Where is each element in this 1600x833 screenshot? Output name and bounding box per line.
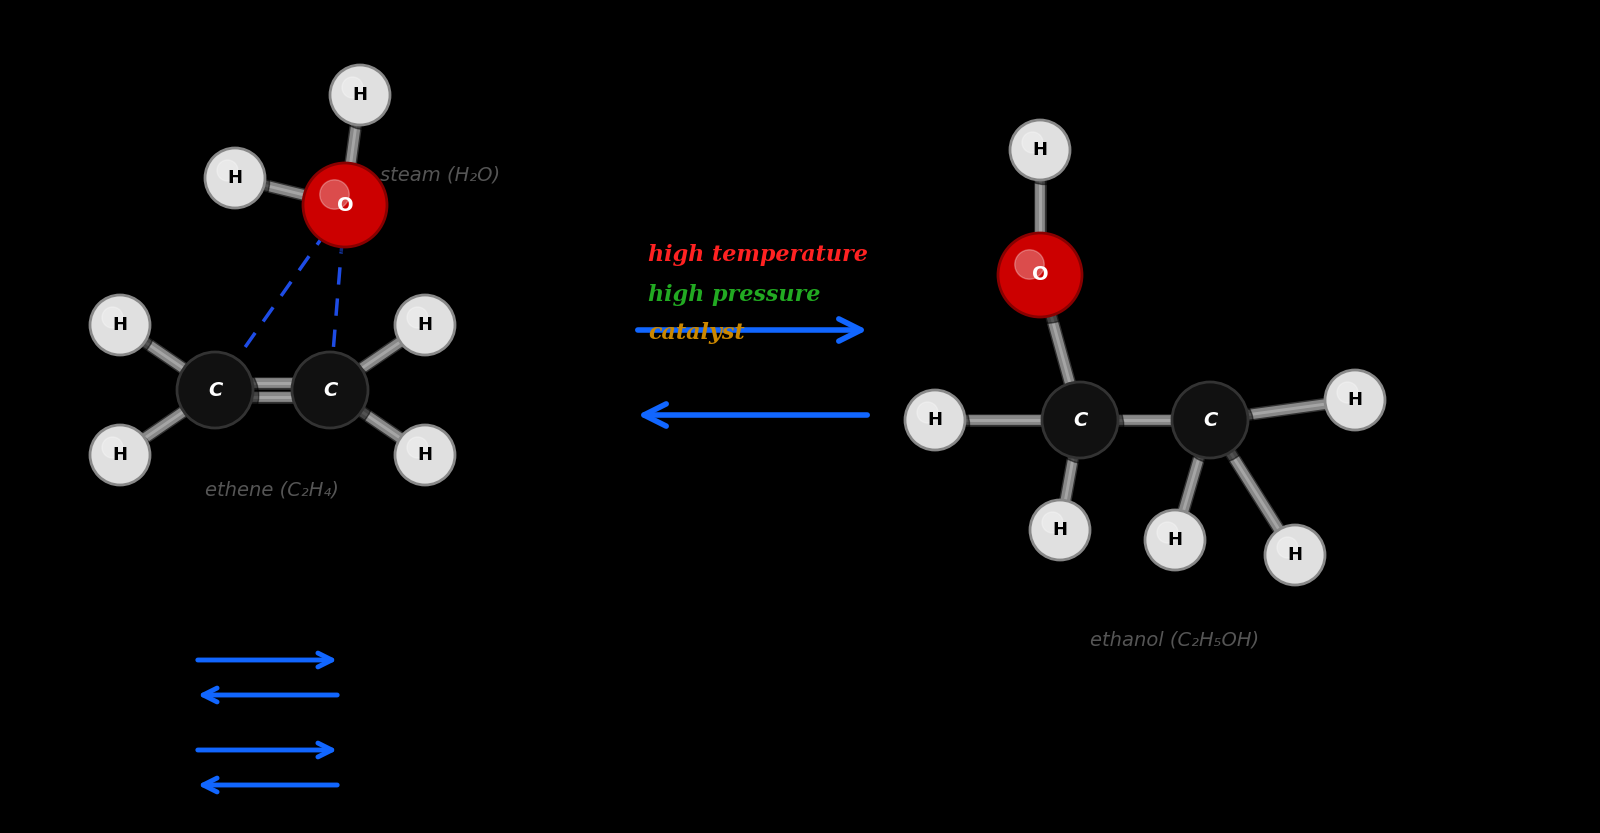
Circle shape <box>906 390 965 450</box>
Circle shape <box>1266 525 1325 585</box>
Circle shape <box>1014 250 1045 279</box>
Circle shape <box>210 152 269 212</box>
Text: C: C <box>323 381 338 400</box>
Text: H: H <box>1288 546 1302 564</box>
Text: H: H <box>227 169 243 187</box>
Circle shape <box>1042 512 1062 533</box>
Text: H: H <box>928 411 942 429</box>
Text: H: H <box>418 446 432 464</box>
Circle shape <box>406 307 429 328</box>
Circle shape <box>1149 515 1210 575</box>
Circle shape <box>1005 239 1088 323</box>
Circle shape <box>1042 382 1118 458</box>
Text: H: H <box>1053 521 1067 539</box>
Text: H: H <box>1168 531 1182 549</box>
Text: H: H <box>1032 141 1048 159</box>
Text: O: O <box>336 196 354 215</box>
Circle shape <box>1338 382 1358 403</box>
Circle shape <box>998 233 1082 317</box>
Text: high pressure: high pressure <box>648 284 821 306</box>
Circle shape <box>1330 375 1389 435</box>
Circle shape <box>1157 522 1178 543</box>
Circle shape <box>1022 132 1043 153</box>
Text: steam (H₂O): steam (H₂O) <box>381 166 501 184</box>
Circle shape <box>102 307 123 328</box>
Circle shape <box>395 295 454 355</box>
Circle shape <box>1277 537 1298 558</box>
Circle shape <box>1178 387 1254 464</box>
Circle shape <box>1048 387 1123 464</box>
Circle shape <box>1010 120 1070 180</box>
Circle shape <box>178 352 253 428</box>
Circle shape <box>395 425 454 485</box>
Circle shape <box>1325 370 1386 430</box>
Circle shape <box>406 437 429 458</box>
Circle shape <box>298 357 374 434</box>
Circle shape <box>94 430 155 490</box>
Text: H: H <box>418 316 432 334</box>
Text: ethanol (C₂H₅OH): ethanol (C₂H₅OH) <box>1091 631 1259 650</box>
Circle shape <box>1035 505 1094 565</box>
Circle shape <box>400 300 459 360</box>
Circle shape <box>182 357 259 434</box>
Circle shape <box>94 300 155 360</box>
Circle shape <box>102 437 123 458</box>
Circle shape <box>302 163 387 247</box>
Circle shape <box>320 180 349 209</box>
Text: H: H <box>352 86 368 104</box>
Text: H: H <box>112 446 128 464</box>
Circle shape <box>917 402 938 423</box>
Text: catalyst: catalyst <box>648 322 744 344</box>
Circle shape <box>909 395 970 455</box>
Circle shape <box>330 65 390 125</box>
Circle shape <box>1030 500 1090 560</box>
Circle shape <box>90 295 150 355</box>
Circle shape <box>1014 124 1075 184</box>
Circle shape <box>1171 382 1248 458</box>
Text: H: H <box>1347 391 1363 409</box>
Text: C: C <box>208 381 222 400</box>
Circle shape <box>400 430 459 490</box>
Circle shape <box>1269 530 1330 590</box>
Circle shape <box>205 148 266 208</box>
Text: O: O <box>1032 266 1048 285</box>
Text: H: H <box>112 316 128 334</box>
Text: ethene (C₂H₄): ethene (C₂H₄) <box>205 481 339 500</box>
Circle shape <box>309 169 394 253</box>
Circle shape <box>218 160 238 181</box>
Circle shape <box>1146 510 1205 570</box>
Circle shape <box>334 69 395 129</box>
Text: C: C <box>1203 411 1218 430</box>
Text: high temperature: high temperature <box>648 244 867 266</box>
Circle shape <box>342 77 363 98</box>
Circle shape <box>90 425 150 485</box>
Circle shape <box>291 352 368 428</box>
Text: C: C <box>1074 411 1086 430</box>
